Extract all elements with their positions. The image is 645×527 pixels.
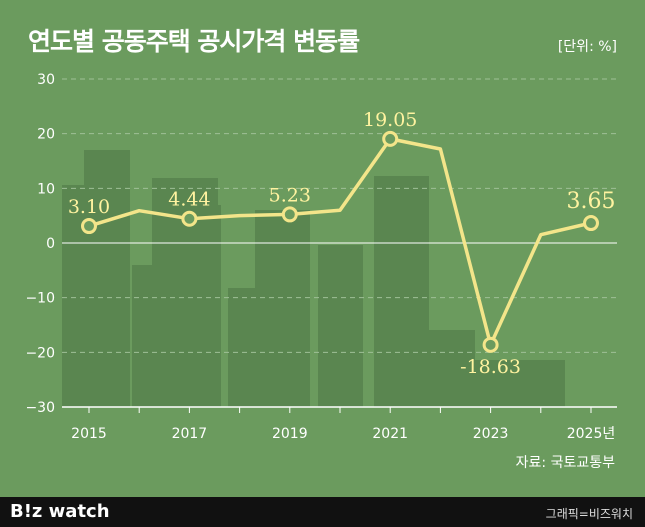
- y-tick-label: 0: [46, 236, 55, 252]
- data-point-marker: [81, 218, 97, 235]
- y-tick-label: −20: [25, 345, 55, 361]
- x-axis: 2015 2017 2019 2021 2023 2025년: [62, 406, 617, 442]
- building-8: [374, 176, 429, 407]
- data-points: [81, 130, 599, 353]
- y-tick-label: 20: [37, 127, 55, 143]
- x-tick-label: 2021: [372, 426, 408, 442]
- graphic-credit: 그래픽=비즈워치: [545, 507, 633, 521]
- footer-bar: B!z watch 그래픽=비즈워치: [0, 497, 645, 527]
- data-label: 3.10: [68, 196, 110, 218]
- y-tick-label: −10: [25, 291, 55, 307]
- x-tick-label: 2025년: [567, 426, 616, 442]
- data-label: -18.63: [460, 356, 521, 378]
- unit-label: [단위: %]: [557, 39, 617, 55]
- data-label: 5.23: [269, 184, 311, 206]
- x-tick-label: 2019: [272, 426, 308, 442]
- data-point-marker: [281, 206, 298, 223]
- grid-lines: [62, 78, 617, 353]
- building-10: [455, 360, 565, 407]
- line-chart: 30 20 10 0 −10 −20 −30 2015 2017 2019 2021 2023 202…: [25, 72, 617, 442]
- x-tick-label: 2023: [473, 426, 509, 442]
- data-point-marker: [583, 215, 599, 232]
- data-label: 19.05: [363, 109, 417, 131]
- chart-title: 연도별 공동주택 공시가격 변동률: [28, 27, 360, 56]
- data-label: 4.44: [168, 189, 210, 211]
- data-point-marker: [382, 130, 399, 147]
- x-tick-label: 2017: [172, 426, 208, 442]
- building-5: [228, 288, 258, 407]
- building-7: [318, 245, 363, 407]
- brand-logo: B!z watch: [10, 501, 110, 522]
- data-point-marker: [181, 210, 198, 227]
- building-4: [176, 205, 221, 407]
- data-label: 3.65: [567, 189, 616, 214]
- x-tick-label: 2015: [71, 426, 107, 442]
- y-tick-label: 10: [37, 181, 55, 197]
- source-note: 자료: 국토교통부: [515, 455, 615, 471]
- building-6: [255, 210, 310, 407]
- series-polyline: [87, 137, 593, 347]
- y-tick-label: 30: [37, 72, 55, 88]
- data-labels: 3.10 4.44 5.23 19.05 -18.63 3.65: [68, 109, 616, 378]
- y-axis-ticks: 30 20 10 0 −10 −20 −30: [25, 72, 55, 416]
- series-line: [87, 137, 593, 347]
- building-1: [84, 150, 130, 407]
- data-point-marker: [482, 336, 499, 353]
- y-tick-label: −30: [25, 400, 55, 416]
